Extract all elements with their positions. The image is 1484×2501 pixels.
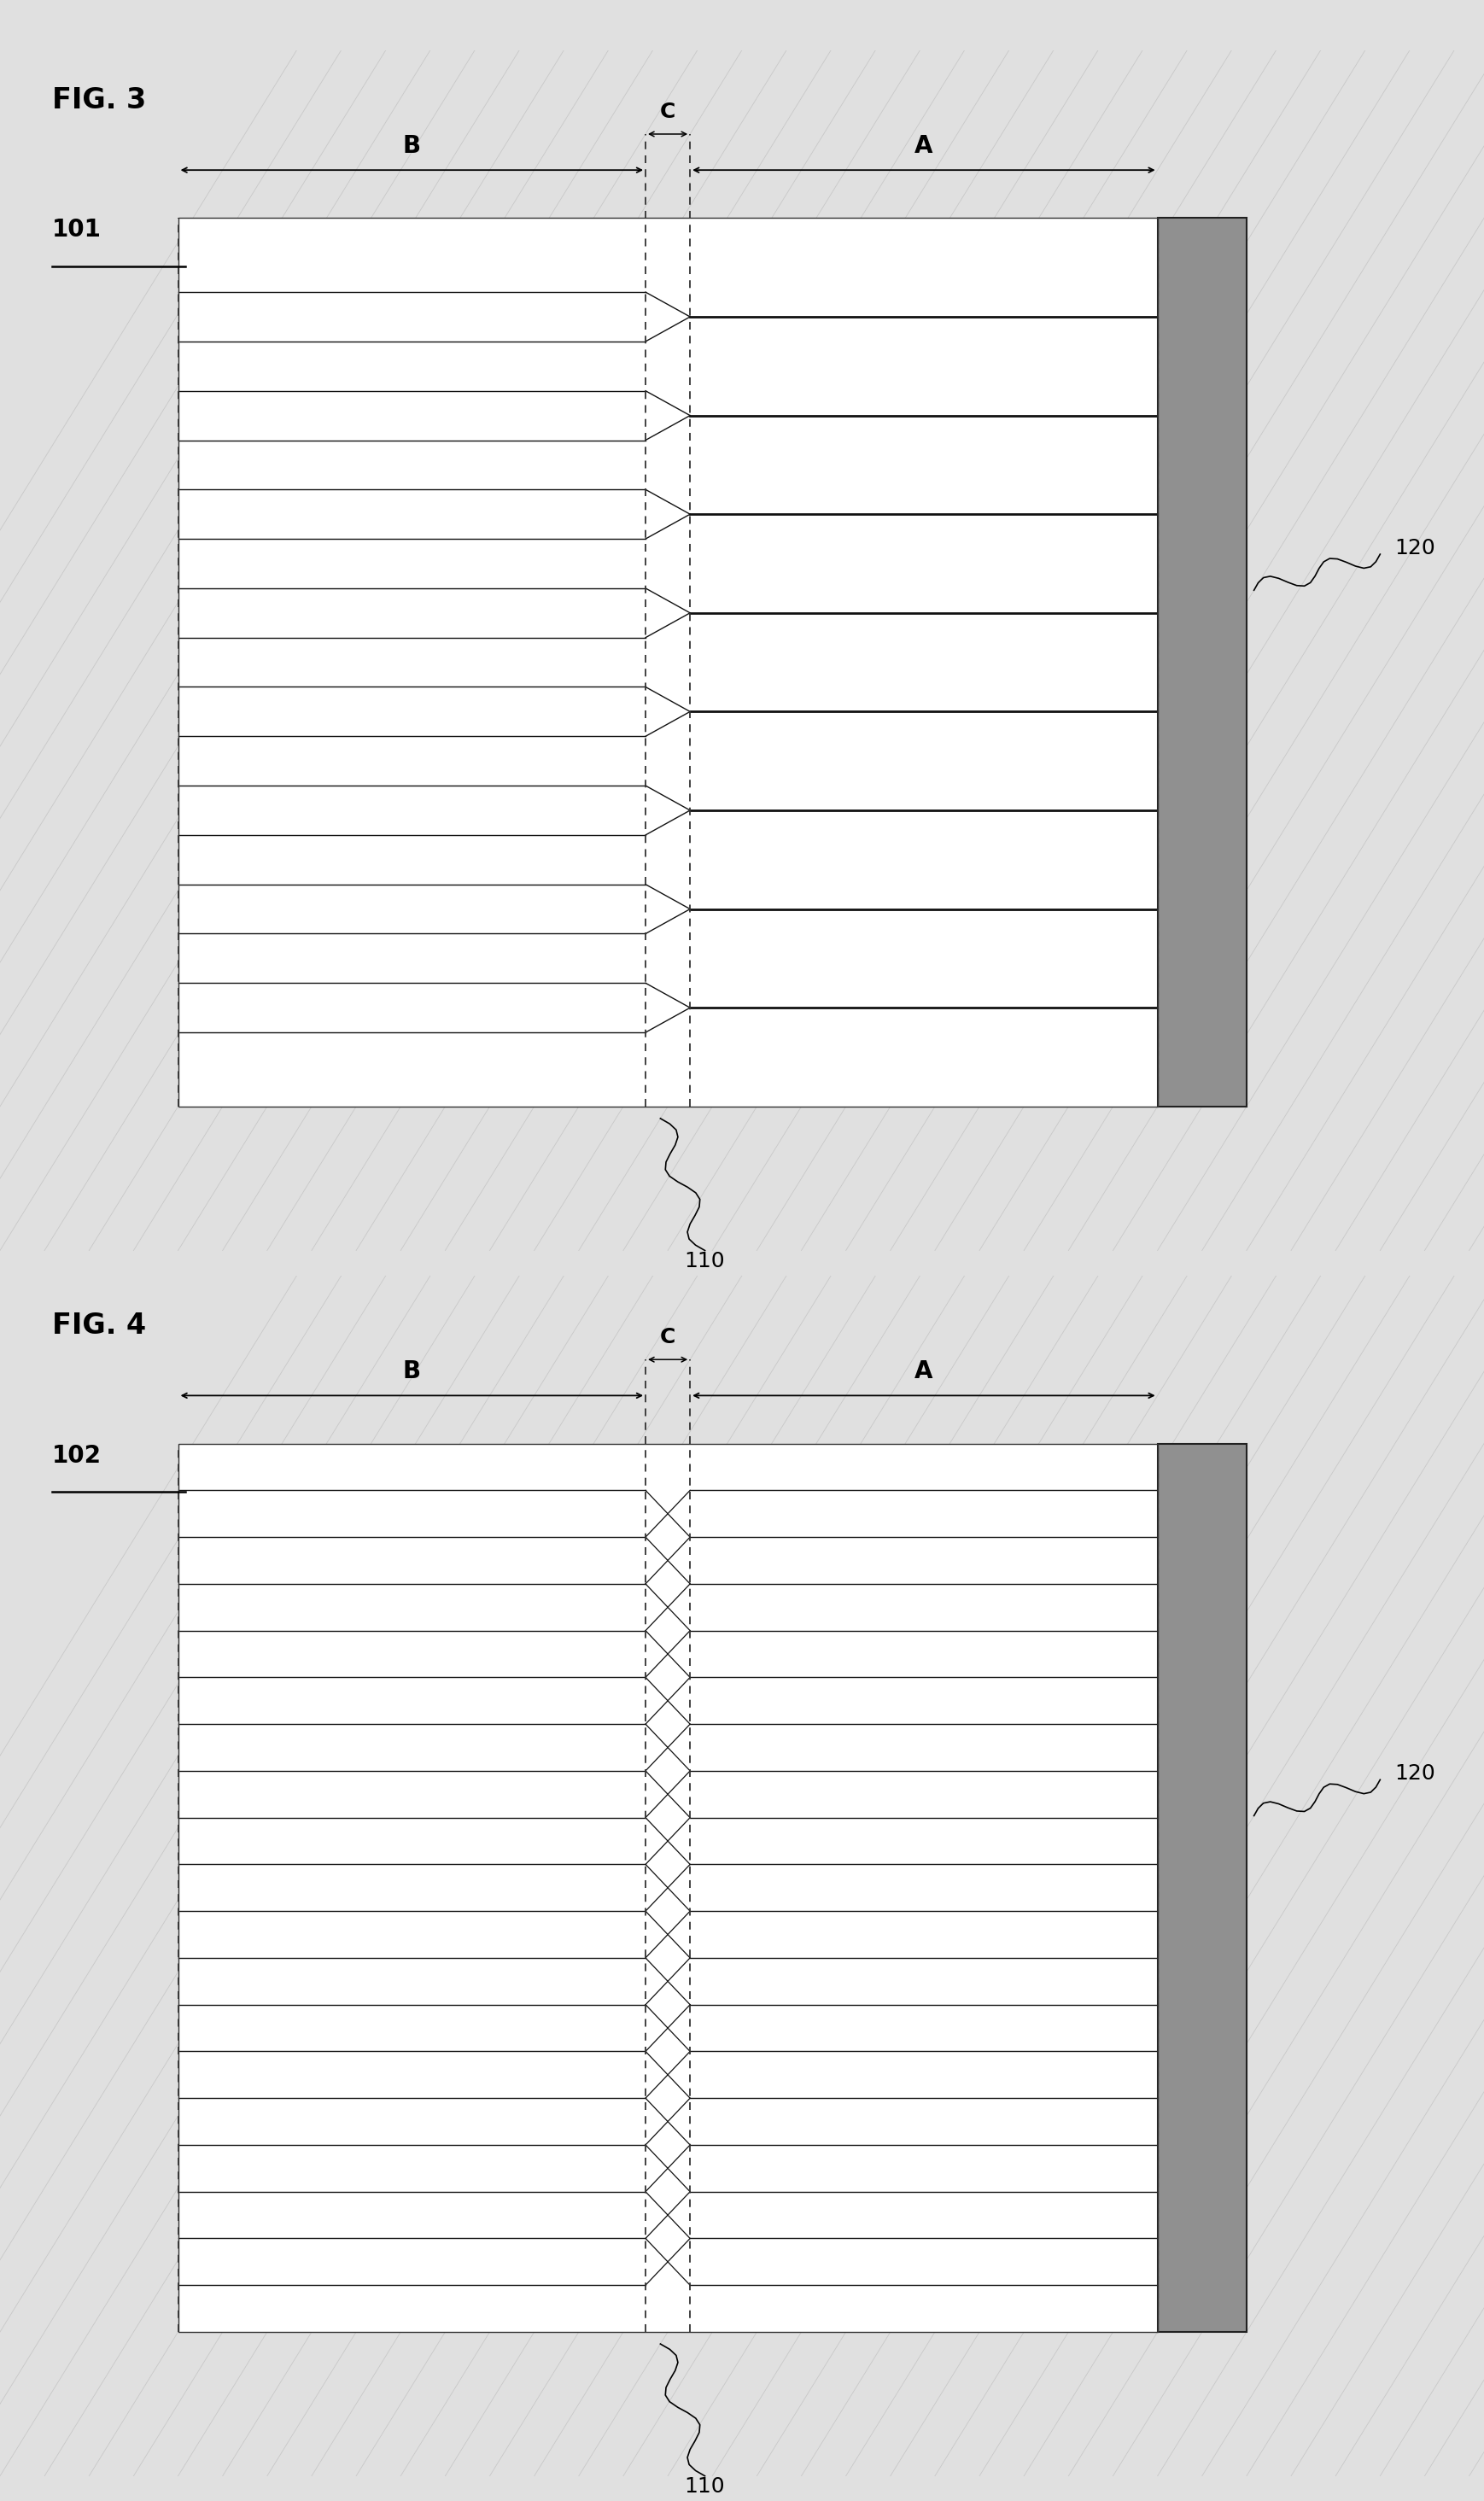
Text: C: C — [660, 1328, 675, 1348]
Text: FIG. 3: FIG. 3 — [52, 85, 145, 115]
Text: A: A — [914, 1361, 933, 1383]
Text: B: B — [402, 135, 421, 158]
Text: 120: 120 — [1395, 1763, 1435, 1783]
Text: 110: 110 — [684, 1250, 726, 1271]
Bar — [1158, 218, 1247, 1105]
Text: 120: 120 — [1395, 538, 1435, 558]
Text: 110: 110 — [684, 2476, 726, 2496]
Text: C: C — [660, 103, 675, 123]
Text: A: A — [914, 135, 933, 158]
Text: 101: 101 — [52, 218, 101, 243]
Bar — [178, 1443, 1158, 2331]
Bar — [178, 218, 1158, 1105]
Bar — [178, 1443, 1158, 2331]
Text: 102: 102 — [52, 1443, 101, 1468]
Bar — [178, 218, 1158, 1105]
Text: B: B — [402, 1361, 421, 1383]
Text: FIG. 4: FIG. 4 — [52, 1311, 145, 1341]
Bar — [1158, 1443, 1247, 2331]
